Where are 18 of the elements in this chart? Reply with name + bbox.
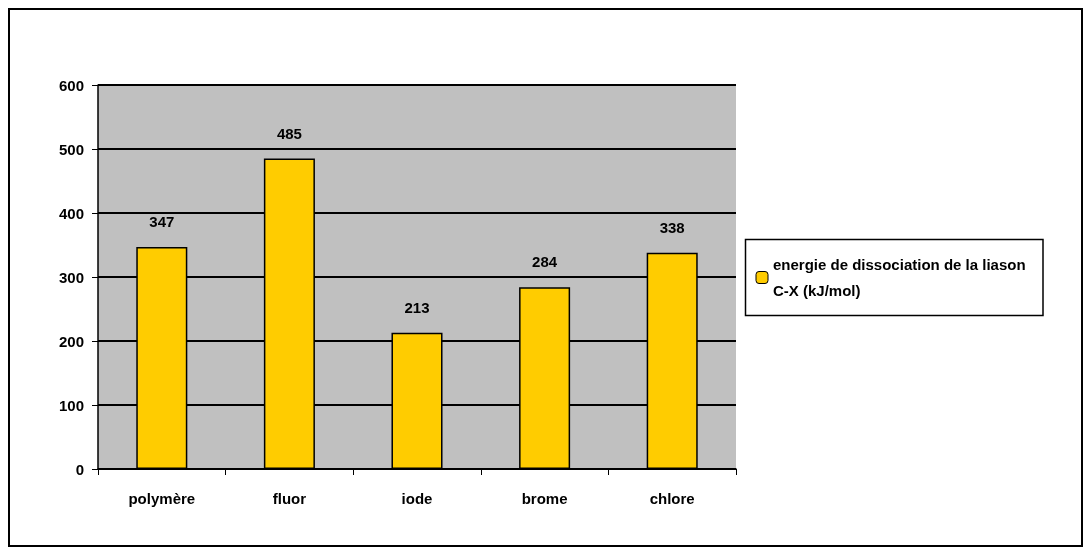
y-tick-label: 100 <box>58 396 84 414</box>
y-tick-label: 200 <box>58 332 84 350</box>
x-tick-label: fluor <box>272 490 307 507</box>
legend-label: energie de dissociation de la liason C-X (kJ/mol) <box>773 256 1030 299</box>
data-label: 213 <box>404 298 430 316</box>
y-tick-label: 0 <box>75 460 84 478</box>
y-tick-label: 600 <box>58 76 84 94</box>
x-tick-label: polymère <box>128 490 196 507</box>
x-tick-label: brome <box>521 490 568 507</box>
data-label: 485 <box>276 124 302 142</box>
x-tick-label: iode <box>401 490 433 507</box>
y-tick-label: 400 <box>58 204 84 222</box>
y-tick-label: 300 <box>58 268 84 286</box>
x-tick-label: chlore <box>649 490 695 507</box>
data-label: 347 <box>149 212 175 230</box>
data-label: 338 <box>659 218 685 236</box>
data-label: 284 <box>532 253 558 271</box>
y-tick-label: 500 <box>58 140 84 158</box>
